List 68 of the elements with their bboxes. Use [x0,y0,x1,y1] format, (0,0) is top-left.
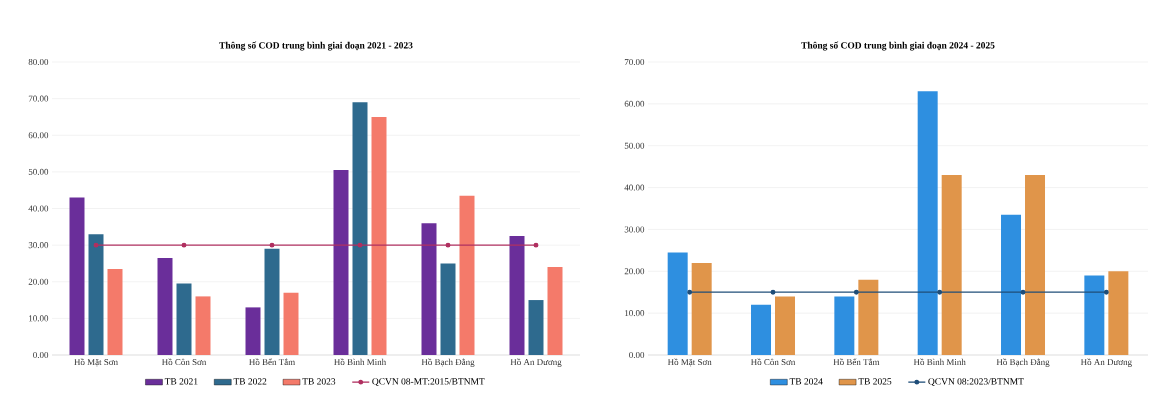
y-tick-label: 70.00 [624,58,645,66]
x-tick-label: Hồ An Dương [510,358,562,367]
bar [88,234,104,355]
legend-label: QCVN 08-MT:2015/BTNMT [372,378,485,387]
y-tick-label: 20.00 [624,268,645,275]
x-tick-label: Hồ Bạch Đằng [996,358,1050,367]
bar [941,175,962,355]
bar [667,252,688,355]
bar [107,268,123,355]
bar [1084,275,1105,355]
bar [1001,214,1022,355]
y-tick-label: 80.00 [28,58,49,66]
chart-title: Thông số COD trung bình giai đoạn 2021 - 2023 [219,41,413,51]
legend-label: TB 2024 [789,378,823,385]
bar [440,263,456,355]
legend-label: QCVN 08:2023/BTNMT [928,378,1024,387]
bar [834,296,855,355]
legend-label: TB 2022 [233,378,267,385]
bar [176,283,192,355]
bar [459,195,475,355]
y-tick-label: 40.00 [624,184,645,191]
x-tick-label: Hồ Bình Minh [913,358,966,366]
legend-label: TB 2025 [858,378,892,385]
bar [283,292,299,355]
x-tick-label: Hồ Mặt Sơn [667,358,712,367]
bar [917,91,938,355]
bar [509,235,525,355]
x-tick-label: Hồ Bạch Đằng [421,358,475,367]
y-tick-label: 20.00 [28,278,49,285]
x-tick-label: Hồ Bến Tắm [249,358,296,366]
y-tick-label: 40.00 [28,205,49,212]
bar [858,279,879,355]
bar [751,304,772,355]
chart-title: Thông số COD trung bình giai đoạn 2024 - 2025 [801,41,995,51]
bar [264,248,280,355]
bar [1108,271,1129,355]
x-tick-label: Hồ Côn Sơn [750,358,796,366]
x-tick-label: Hồ An Dương [1080,358,1132,367]
x-tick-label: Hồ Bến Tắm [833,358,880,366]
bar [157,257,173,355]
y-tick-label: 10.00 [625,310,645,317]
bar [421,223,437,355]
y-tick-label: 0.00 [629,351,645,359]
y-tick-label: 50.00 [624,142,645,149]
bar [775,296,796,355]
y-tick-label: 30.00 [624,226,645,233]
bar [371,116,387,355]
bar [195,296,211,355]
bar [1025,175,1046,355]
y-tick-label: 60.00 [28,132,49,139]
y-tick-label: 60.00 [624,100,645,107]
y-tick-label: 0.00 [33,351,49,359]
y-tick-label: 70.00 [28,95,49,102]
bar [333,170,349,355]
x-tick-label: Hồ Bình Minh [334,358,387,366]
x-tick-label: Hồ Mặt Sơn [74,358,118,367]
legend-label: TB 2021 [164,378,198,385]
bar [528,300,544,355]
bar [69,197,85,355]
legend-label: TB 2023 [302,378,336,385]
bar [352,102,368,355]
bar [691,262,712,355]
y-tick-label: 30.00 [28,242,49,249]
y-tick-label: 50.00 [28,168,49,175]
bar [245,307,261,355]
x-tick-label: Hồ Côn Sơn [161,358,207,366]
bar [547,267,563,355]
y-tick-label: 10.00 [29,315,49,322]
